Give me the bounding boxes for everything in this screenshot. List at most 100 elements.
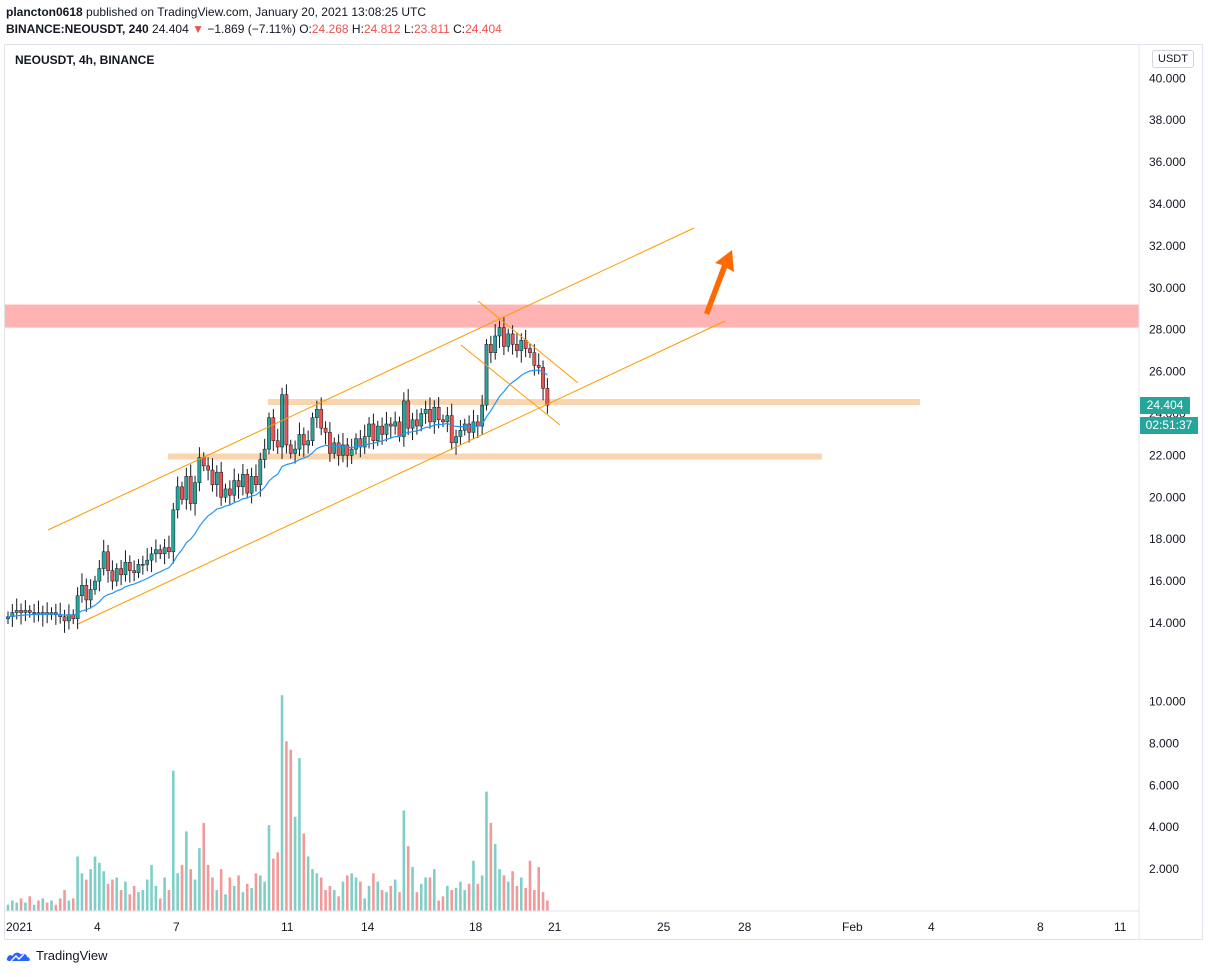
candle [432,400,437,434]
candle-body [97,568,102,582]
volume-bar [337,896,340,911]
tradingview-logo[interactable]: TradingView [6,948,108,963]
volume-bar [389,885,393,911]
volume-tick-label: 2.000 [1149,862,1179,876]
time-tick-label: Feb [842,920,863,934]
price-tick-label: 32.000 [1149,239,1186,253]
volume-bar [102,871,105,911]
price-tick-label: 14.000 [1149,616,1186,630]
candle-body [93,580,97,590]
candle [493,324,498,360]
candle-body [114,568,119,582]
candle [141,555,145,575]
volume-bar [372,873,375,911]
open-label: O: [299,22,312,36]
price-tick-label: 34.000 [1149,197,1186,211]
candle [510,325,515,355]
price-tick-label: 18.000 [1149,532,1186,546]
volume-bar [172,770,175,911]
candle [502,317,506,356]
volume-bar [111,879,114,911]
volume-bar [128,894,132,911]
candle [197,447,202,492]
candle-body [84,585,89,601]
candle [228,480,232,506]
candle-body [380,425,384,435]
volume-bar [293,816,297,911]
candle-body [375,425,380,441]
candle [123,550,128,582]
candle-body [493,335,498,353]
volume-bar [459,881,462,911]
volume-bar [132,885,136,911]
candle-body [232,480,237,496]
volume-bar [367,885,371,911]
candle [232,468,237,503]
volume-bar [380,890,384,911]
volume-bar [493,843,497,911]
time-tick-label: 14 [361,920,375,934]
volume-bar [463,890,467,911]
volume-bar [80,873,84,911]
volume-bar [28,896,32,911]
flag-upper-line [477,300,579,384]
candle [241,463,245,496]
candle [49,607,54,620]
price-tick-label: 36.000 [1149,155,1186,169]
candle [315,400,319,428]
volume-bar [359,881,362,911]
volume-bar [67,900,71,911]
brand-name: TradingView [36,948,108,963]
volume-bar [319,877,323,911]
time-tick-label: 8 [1037,920,1044,934]
volume-bar [176,873,179,911]
candle-body [319,409,324,429]
candle [71,609,76,625]
candle-body [184,476,189,500]
candle-body [284,394,289,446]
candle [119,559,123,586]
candle [349,438,354,464]
candle-body [154,549,158,555]
candle-body [119,568,123,576]
volume-bar [54,904,58,911]
volume-bar [89,869,92,911]
publisher-name[interactable]: plancton0618 [6,5,83,19]
volume-bar [346,875,349,911]
candle-body [467,423,471,433]
candle [145,548,150,572]
candle-body [210,469,215,485]
candle [136,559,141,578]
candle-body [258,459,263,485]
volume-bar [228,877,232,911]
volume-bar [76,856,79,911]
candle-body [88,589,93,601]
volume-bar [37,900,40,911]
volume-bar [311,869,314,911]
candle [245,469,250,499]
candle-body [223,488,228,498]
candle [293,440,297,464]
candle-body [123,561,128,576]
candle [419,408,424,432]
last-price-tag: 24.404 [1140,397,1190,414]
currency-badge[interactable]: USDT [1152,50,1194,68]
candle-body [62,616,67,622]
volume-bar [259,875,262,911]
volume-bar [472,860,475,911]
candle-body [201,457,206,467]
volume-bar [158,898,162,911]
candle-body [519,339,524,351]
candle [27,605,32,618]
candle [23,600,28,622]
publish-info: plancton0618 published on TradingView.co… [6,5,426,20]
candle-body [262,448,267,460]
candle-body [406,400,411,429]
candle-body [515,344,519,351]
candle-body [106,551,110,571]
volume-bar [58,898,62,911]
published-text: published on TradingView.com, January 20… [86,5,427,19]
volume-bar [546,900,549,911]
candle-body [410,419,415,429]
